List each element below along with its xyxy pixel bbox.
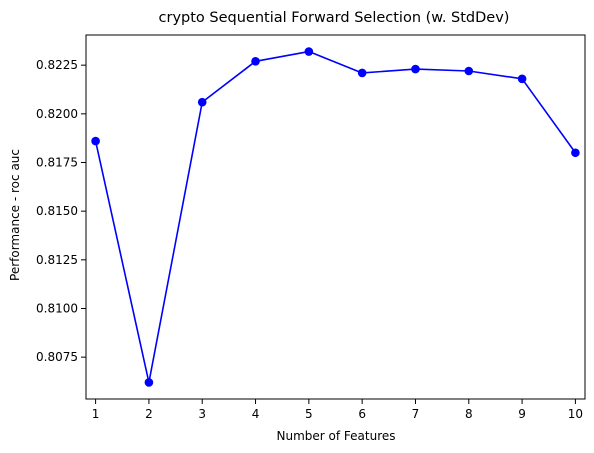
- x-tick-label: 9: [518, 407, 526, 421]
- x-tick-label: 4: [252, 407, 260, 421]
- y-tick-label: 0.8100: [36, 301, 78, 315]
- y-tick-label: 0.8150: [36, 204, 78, 218]
- y-tick-label: 0.8225: [36, 58, 78, 72]
- plot-frame: [85, 34, 586, 400]
- data-point: [144, 378, 154, 387]
- x-tick-label: 2: [145, 407, 153, 421]
- x-tick-label: 10: [568, 407, 583, 421]
- data-point: [464, 66, 474, 76]
- data-point: [517, 74, 527, 84]
- data-point: [357, 68, 367, 78]
- x-tick-label: 3: [198, 407, 206, 421]
- data-point: [571, 148, 580, 158]
- data-point: [91, 136, 100, 146]
- y-tick-label: 0.8175: [36, 155, 78, 169]
- data-point: [251, 56, 260, 66]
- x-tick-label: 5: [305, 407, 313, 421]
- x-axis-label: Number of Features: [277, 429, 396, 443]
- data-point: [304, 47, 314, 56]
- data-point: [411, 64, 420, 74]
- y-tick-label: 0.8075: [36, 350, 78, 364]
- y-tick-label: 0.8125: [36, 253, 78, 267]
- x-tick-label: 8: [465, 407, 473, 421]
- chart-title: crypto Sequential Forward Selection (w. …: [159, 10, 510, 26]
- x-tick-label: 6: [358, 407, 366, 421]
- x-tick-label: 7: [412, 407, 420, 421]
- series-line: [94, 50, 577, 384]
- x-tick-label: 1: [92, 407, 100, 421]
- y-tick-label: 0.8200: [36, 107, 78, 121]
- y-axis-label: Performance - roc auc: [8, 149, 22, 281]
- data-point: [197, 97, 207, 107]
- plot-area: 0.8075 0.8100 0.8125 0.8150 0.8175 0.8200 0.82…: [36, 34, 586, 421]
